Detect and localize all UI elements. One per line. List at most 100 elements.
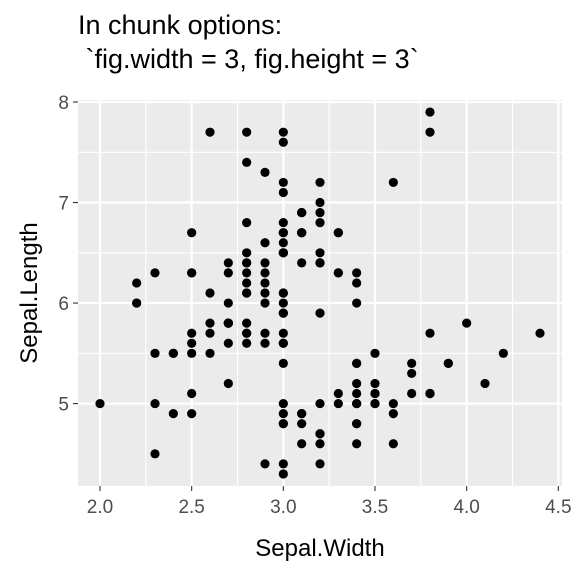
data-point <box>425 388 435 399</box>
data-point <box>187 409 197 419</box>
data-point <box>297 207 307 218</box>
data-point <box>150 348 160 358</box>
data-point <box>205 318 215 328</box>
data-point <box>278 409 288 419</box>
data-point <box>187 228 197 238</box>
data-point <box>242 328 252 338</box>
data-point <box>132 298 142 308</box>
data-point <box>278 187 288 198</box>
data-point <box>278 137 288 147</box>
x-tick-label: 4.0 <box>453 497 479 518</box>
data-point <box>278 218 288 228</box>
data-point <box>388 409 398 419</box>
data-point <box>260 278 270 288</box>
data-point <box>315 218 325 228</box>
data-point <box>242 157 252 167</box>
data-point <box>278 288 288 298</box>
y-axis-label: Sepal.Length <box>16 222 43 363</box>
data-point <box>315 308 325 318</box>
x-tick-label: 2.5 <box>178 497 204 518</box>
data-point <box>297 228 307 238</box>
data-point <box>352 419 362 429</box>
data-point <box>370 388 380 399</box>
data-point <box>242 248 252 258</box>
data-point <box>315 177 325 188</box>
x-tick-label: 3.5 <box>362 497 388 518</box>
data-points <box>95 107 545 479</box>
data-point <box>370 378 380 389</box>
data-point <box>187 388 197 399</box>
y-tick-label: 8 <box>58 93 69 114</box>
data-point <box>315 429 325 439</box>
data-point <box>168 409 178 419</box>
data-point <box>223 338 233 348</box>
chart-title-line-2: `fig.width = 3, fig.height = 3` <box>78 44 419 74</box>
minor-gridlines <box>78 100 562 486</box>
data-point <box>205 288 215 298</box>
data-point <box>315 459 325 469</box>
data-point <box>278 419 288 429</box>
data-point <box>278 338 288 348</box>
data-point <box>205 348 215 358</box>
y-tick-label: 7 <box>58 194 69 215</box>
data-point <box>278 308 288 318</box>
y-tick-label: 5 <box>58 395 69 416</box>
data-point <box>278 127 288 137</box>
data-point <box>278 469 288 479</box>
data-point <box>352 439 362 449</box>
data-point <box>278 298 288 308</box>
data-point <box>370 348 380 358</box>
data-point <box>132 278 142 288</box>
data-point <box>297 258 307 268</box>
plot-panel <box>78 100 562 486</box>
data-point <box>443 358 453 368</box>
data-point <box>205 328 215 338</box>
data-point <box>223 378 233 389</box>
data-point <box>260 258 270 268</box>
x-axis: 2.0 2.5 3.0 3.5 4.0 4.5 <box>87 486 572 518</box>
data-point <box>260 338 270 348</box>
data-point <box>260 298 270 308</box>
x-tick-label: 3.0 <box>270 497 296 518</box>
data-point <box>407 388 417 399</box>
data-point <box>297 419 307 429</box>
data-point <box>95 398 105 409</box>
data-point <box>150 398 160 409</box>
data-point <box>297 439 307 449</box>
data-point <box>242 318 252 328</box>
data-point <box>278 177 288 188</box>
data-point <box>315 398 325 409</box>
data-point <box>260 268 270 278</box>
data-point <box>425 107 435 117</box>
data-point <box>278 238 288 248</box>
data-point <box>168 348 178 358</box>
data-point <box>388 177 398 188</box>
data-point <box>278 459 288 469</box>
data-point <box>260 328 270 338</box>
data-point <box>352 358 362 368</box>
data-point <box>223 268 233 278</box>
data-point <box>370 398 380 409</box>
data-point <box>187 268 197 278</box>
data-point <box>260 167 270 177</box>
data-point <box>278 248 288 258</box>
data-point <box>352 378 362 389</box>
data-point <box>535 328 545 338</box>
data-point <box>242 268 252 278</box>
data-point <box>352 398 362 409</box>
data-point <box>407 358 417 368</box>
data-point <box>388 439 398 449</box>
data-point <box>407 368 417 379</box>
x-tick-label: 4.5 <box>545 497 571 518</box>
data-point <box>260 238 270 248</box>
data-point <box>498 348 508 358</box>
data-point <box>425 328 435 338</box>
data-point <box>333 228 343 238</box>
x-tick-label: 2.0 <box>87 497 113 518</box>
data-point <box>333 268 343 278</box>
data-point <box>260 288 270 298</box>
data-point <box>333 388 343 399</box>
data-point <box>278 398 288 409</box>
data-point <box>315 197 325 208</box>
